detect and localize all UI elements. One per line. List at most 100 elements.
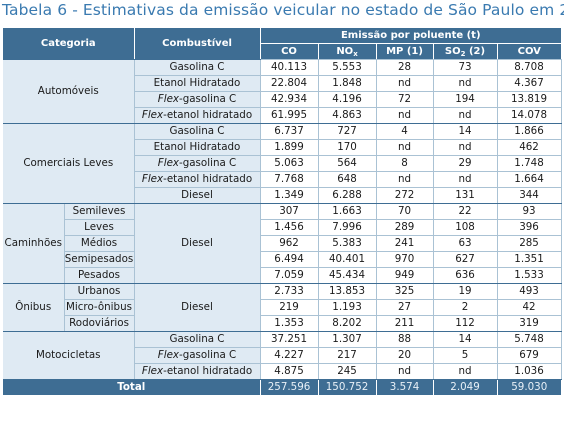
fuel-label: Gasolina C (134, 123, 261, 140)
cell-mp: 88 (376, 331, 434, 348)
cell-mp: 241 (376, 235, 434, 252)
fuel-label: Diesel (134, 187, 261, 204)
group-motocicletas: Motocicletas (3, 331, 135, 380)
header-combustivel: Combustível (134, 28, 261, 60)
cell-so2: 19 (433, 283, 498, 300)
cell-cov: 1.351 (497, 251, 562, 268)
cell-mp: nd (376, 107, 434, 124)
group-comerciais-leves: Comerciais Leves (3, 123, 135, 204)
fuel-label: Flex-etanol hidratado (134, 363, 261, 380)
cell-mp: 970 (376, 251, 434, 268)
cell-so2: nd (433, 171, 498, 188)
total-so2: 2.049 (433, 379, 498, 395)
cell-mp: 4 (376, 123, 434, 140)
cell-nox: 648 (318, 171, 377, 188)
cell-co: 61.995 (260, 107, 319, 124)
fuel-label: Flex-gasolina C (134, 91, 261, 108)
subcategory-label: Semipesados (64, 251, 135, 268)
fuel-label: Flex-gasolina C (134, 155, 261, 172)
total-row: Total 257.596 150.752 3.574 2.049 59.030 (3, 379, 562, 395)
total-label: Total (3, 379, 261, 395)
cell-co: 6.737 (260, 123, 319, 140)
cell-co: 4.227 (260, 347, 319, 364)
cell-mp: nd (376, 171, 434, 188)
cell-so2: 14 (433, 123, 498, 140)
total-co: 257.596 (260, 379, 319, 395)
table-row: Caminhões Semileves Diesel 307 1.663 70 … (3, 203, 562, 284)
cell-cov: 319 (497, 315, 562, 332)
cell-mp: nd (376, 363, 434, 380)
cell-so2: 73 (433, 59, 498, 76)
header-categoria: Categoria (3, 28, 135, 60)
cell-co: 5.063 (260, 155, 319, 172)
cell-nox: 13.853 (318, 283, 377, 300)
cell-nox: 1.193 (318, 299, 377, 316)
total-nox: 150.752 (318, 379, 377, 395)
cell-mp: nd (376, 75, 434, 92)
cell-mp: 949 (376, 267, 434, 284)
cell-mp: nd (376, 139, 434, 156)
table-row: Etanol Hidratado 1.899 170 nd nd 462 (3, 139, 562, 156)
cell-cov: 14.078 (497, 107, 562, 124)
cell-so2: 108 (433, 219, 498, 236)
cell-cov: 1.036 (497, 363, 562, 380)
fuel-label: Diesel (134, 203, 261, 284)
fuel-label: Flex-etanol hidratado (134, 107, 261, 124)
cell-mp: 72 (376, 91, 434, 108)
table-row: Flex-etanol hidratado 7.768 648 nd nd 1.… (3, 171, 562, 188)
fuel-label: Diesel (134, 283, 261, 332)
cell-so2: 112 (433, 315, 498, 332)
table-row: Flex-gasolina C 42.934 4.196 72 194 13.8… (3, 91, 562, 108)
cell-so2: 2 (433, 299, 498, 316)
cell-co: 2.733 (260, 283, 319, 300)
cell-mp: 272 (376, 187, 434, 204)
cell-co: 1.353 (260, 315, 319, 332)
cell-so2: 636 (433, 267, 498, 284)
table-row: Flex-gasolina C 4.227 217 20 5 679 (3, 347, 562, 364)
cell-nox: 1.307 (318, 331, 377, 348)
cell-cov: 4.367 (497, 75, 562, 92)
header-cov: COV (497, 43, 562, 60)
header-mp: MP (1) (376, 43, 434, 60)
cell-cov: 93 (497, 203, 562, 220)
cell-cov: 285 (497, 235, 562, 252)
cell-nox: 45.434 (318, 267, 377, 284)
emissions-table: Categoria Combustível Emissão por poluen… (3, 28, 562, 395)
cell-co: 1.456 (260, 219, 319, 236)
cell-co: 42.934 (260, 91, 319, 108)
fuel-label: Flex-etanol hidratado (134, 171, 261, 188)
cell-so2: 194 (433, 91, 498, 108)
header-so2: SO2 (2) (433, 43, 498, 60)
cell-co: 37.251 (260, 331, 319, 348)
cell-cov: 344 (497, 187, 562, 204)
cell-cov: 1.866 (497, 123, 562, 140)
cell-co: 40.113 (260, 59, 319, 76)
cell-nox: 6.288 (318, 187, 377, 204)
cell-mp: 20 (376, 347, 434, 364)
cell-mp: 289 (376, 219, 434, 236)
group-automoveis: Automóveis (3, 59, 135, 124)
table-row: Rodoviários 1.353 8.202 211 112 319 (3, 315, 562, 332)
cell-nox: 564 (318, 155, 377, 172)
cell-mp: 325 (376, 283, 434, 300)
cell-co: 1.349 (260, 187, 319, 204)
cell-mp: 70 (376, 203, 434, 220)
total-cov: 59.030 (497, 379, 562, 395)
cell-co: 219 (260, 299, 319, 316)
table-row: Pesados 7.059 45.434 949 636 1.533 (3, 267, 562, 284)
cell-co: 7.059 (260, 267, 319, 284)
cell-so2: 627 (433, 251, 498, 268)
cell-nox: 4.863 (318, 107, 377, 124)
cell-so2: nd (433, 363, 498, 380)
cell-co: 7.768 (260, 171, 319, 188)
cell-co: 22.804 (260, 75, 319, 92)
cell-cov: 5.748 (497, 331, 562, 348)
subcategory-label: Médios (64, 235, 135, 252)
cell-nox: 7.996 (318, 219, 377, 236)
cell-co: 1.899 (260, 139, 319, 156)
cell-nox: 8.202 (318, 315, 377, 332)
cell-co: 6.494 (260, 251, 319, 268)
cell-so2: nd (433, 107, 498, 124)
page-title: Tabela 6 - Estimativas da emissão veicul… (2, 1, 564, 19)
subcategory-label: Pesados (64, 267, 135, 284)
